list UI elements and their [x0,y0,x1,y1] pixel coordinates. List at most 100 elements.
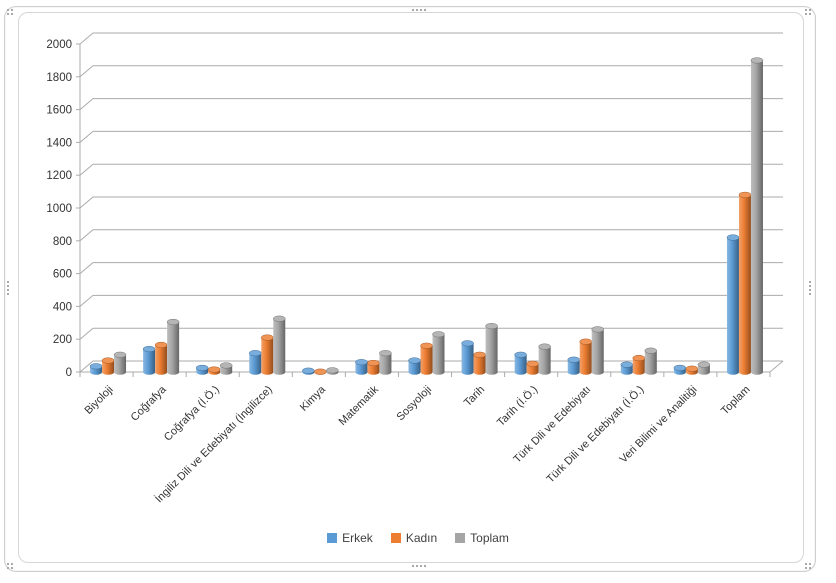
gridline-0 [79,360,783,373]
bar-erkek-1[interactable] [89,363,103,375]
gridline-1000 [79,196,783,209]
bar-erkek-9[interactable] [514,351,527,375]
x-category-label: Biyoloji [83,384,116,417]
x-category-label: İngiliz Dili ve Edebiyatı (İngilizce) [152,383,274,505]
gridline-1200 [79,163,783,176]
bar-toplam-8[interactable] [485,323,498,375]
gridline-800 [79,229,783,242]
x-category-label: Coğrafya (İ.Ö.) [161,383,222,444]
bar-erkek-3[interactable] [195,364,209,375]
legend-item-toplam[interactable]: Toplam [455,531,509,545]
resize-handle-top-right[interactable] [805,9,807,11]
bar-toplam-12[interactable] [697,361,711,375]
bar-erkek-7[interactable] [408,357,421,375]
bar-erkek-5[interactable] [302,367,315,375]
legend-swatch [390,533,401,543]
gridline-1400 [79,130,783,143]
bar-kadın-8[interactable] [473,351,486,375]
bar-toplam-13[interactable] [750,57,764,375]
resize-handle-right-middle[interactable] [809,281,811,283]
bar-toplam-7[interactable] [432,331,445,375]
x-category-label: Toplam [719,384,753,418]
legend-item-kadın[interactable]: Kadın [390,531,438,545]
x-category-label: Kimya [298,383,329,414]
legend-swatch [327,533,338,543]
x-category-label: Matematik [337,383,382,428]
bar-toplam-9[interactable] [538,343,551,375]
resize-handle-top-left[interactable] [7,9,9,11]
gridline-2000 [79,32,783,45]
bar-kadın-6[interactable] [367,359,380,375]
resize-handle-top-center[interactable] [412,9,414,11]
bar-kadın-1[interactable] [101,357,115,375]
bar-erkek-4[interactable] [249,350,262,375]
gridline-400 [79,294,783,307]
bar-toplam-2[interactable] [166,318,180,375]
bar-erkek-10[interactable] [567,356,580,375]
bar-erkek-13[interactable] [726,234,740,375]
bar-kadın-4[interactable] [261,334,274,375]
y-tick-label: 2000 [46,39,72,51]
gridlines [79,32,783,373]
gridline-1800 [79,65,783,78]
bar-kadın-12[interactable] [685,365,699,375]
resize-handle-bottom-center[interactable] [412,565,414,567]
bar-toplam-1[interactable] [113,351,127,375]
axes [76,43,784,377]
bar-erkek-12[interactable] [673,364,687,375]
y-tick-label: 200 [53,334,72,346]
bar-kadın-7[interactable] [420,342,433,375]
resize-handle-bottom-right[interactable] [805,563,807,565]
y-tick-label: 600 [53,269,72,281]
bar-toplam-6[interactable] [379,350,392,375]
y-tick-label: 1800 [46,72,72,84]
gridline-600 [79,262,783,274]
bar-toplam-4[interactable] [273,315,286,375]
bar-toplam-5[interactable] [326,367,339,375]
legend: Erkek Kadın Toplam [0,531,836,545]
chart-area[interactable] [18,12,804,563]
x-category-label: Tarih (İ.Ö.) [494,383,540,429]
y-tick-label: 1400 [46,137,72,149]
y-axis-labels: 0 200 400 600 800 1000 1200 1400 1600 1800 2000 [46,39,72,379]
bar-erkek-6[interactable] [355,359,368,375]
gridline-1600 [79,98,783,110]
y-tick-label: 1600 [46,105,72,117]
y-tick-label: 1000 [46,203,72,215]
x-category-label: Tarih [462,384,487,409]
bar-kadın-5[interactable] [314,368,327,375]
legend-label: Toplam [470,531,509,545]
x-category-label: Sosyoloji [395,384,435,424]
floor-right-edge [769,360,784,373]
legend-label: Kadın [405,531,438,545]
bar-kadın-2[interactable] [154,341,168,375]
bar-kadın-11[interactable] [632,355,646,375]
y-tick-label: 400 [53,301,72,313]
bar-kadın-13[interactable] [738,191,752,375]
bar-toplam-3[interactable] [219,362,233,375]
resize-handle-bottom-left[interactable] [7,563,9,565]
resize-handle-left-middle[interactable] [7,281,9,283]
bar-erkek-11[interactable] [620,361,634,375]
y-tick-label: 0 [66,367,72,379]
y-tick-label: 1200 [46,170,72,182]
bar-kadın-10[interactable] [579,338,592,375]
gridline-200 [79,327,783,340]
bar-kadın-3[interactable] [207,366,221,375]
chart-selection-frame [4,6,816,572]
legend-swatch [455,533,466,543]
x-category-label: Türk Dili ve Edebiyatı (İ.Ö.) [544,383,647,486]
bar-erkek-2[interactable] [142,345,156,375]
y-tick-label: 800 [53,236,72,248]
bar-kadın-9[interactable] [526,360,539,375]
bar-toplam-10[interactable] [591,326,604,375]
legend-label: Erkek [342,531,373,545]
legend-item-erkek[interactable]: Erkek [327,531,373,545]
bars [89,57,764,375]
x-category-label: Coğrafya [129,383,170,424]
bar-toplam-11[interactable] [644,347,658,375]
bar-erkek-8[interactable] [461,340,474,375]
